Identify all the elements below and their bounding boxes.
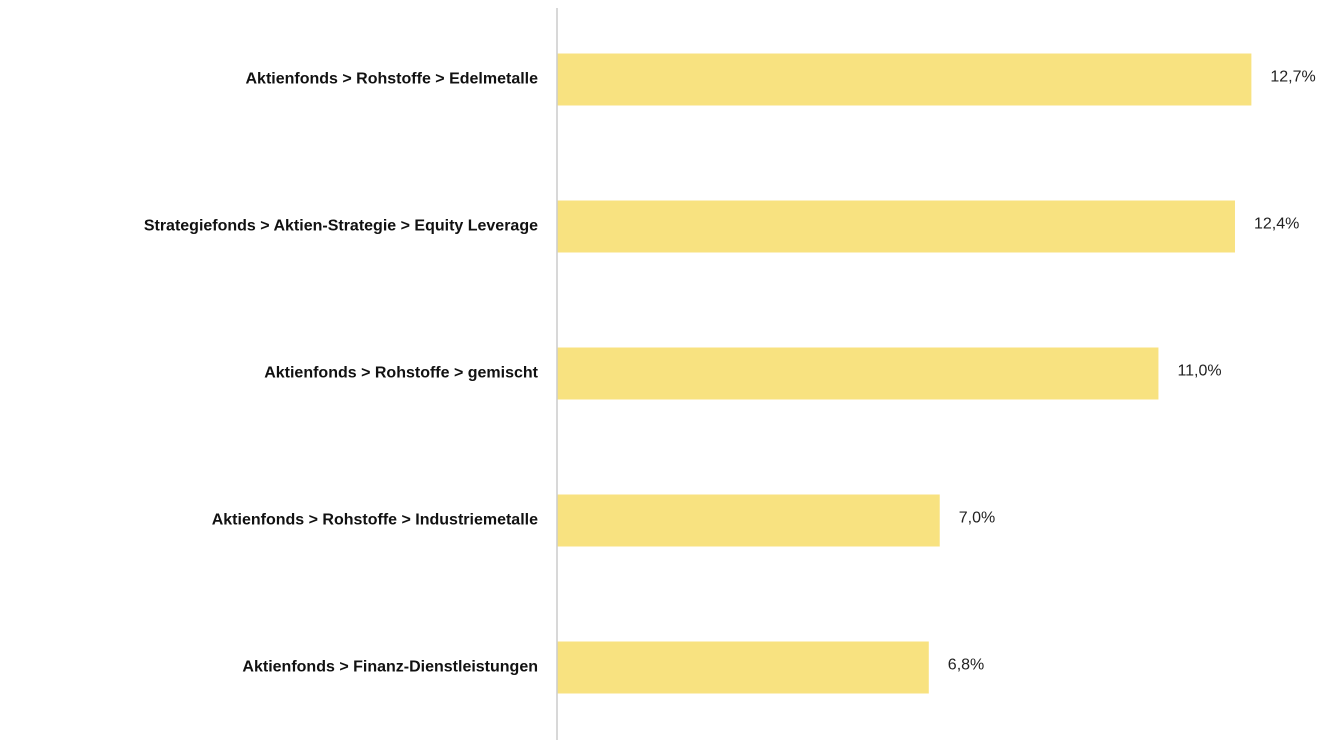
category-label: Aktienfonds > Rohstoffe > Edelmetalle xyxy=(246,71,539,88)
value-label: 11,0% xyxy=(1177,363,1221,380)
bar xyxy=(557,347,1159,400)
category-label: Aktienfonds > Rohstoffe > gemischt xyxy=(264,365,538,382)
bar xyxy=(557,200,1235,253)
value-label: 7,0% xyxy=(959,510,995,527)
bar xyxy=(557,641,929,694)
value-label: 6,8% xyxy=(948,657,984,674)
value-label: 12,4% xyxy=(1254,216,1299,233)
value-label: 12,7% xyxy=(1270,69,1315,86)
bar xyxy=(557,53,1252,106)
category-label: Aktienfonds > Rohstoffe > Industriemetal… xyxy=(212,512,538,529)
bar xyxy=(557,494,940,547)
category-label: Aktienfonds > Finanz-Dienstleistungen xyxy=(242,659,538,676)
category-label: Strategiefonds > Aktien-Strategie > Equi… xyxy=(144,218,538,235)
